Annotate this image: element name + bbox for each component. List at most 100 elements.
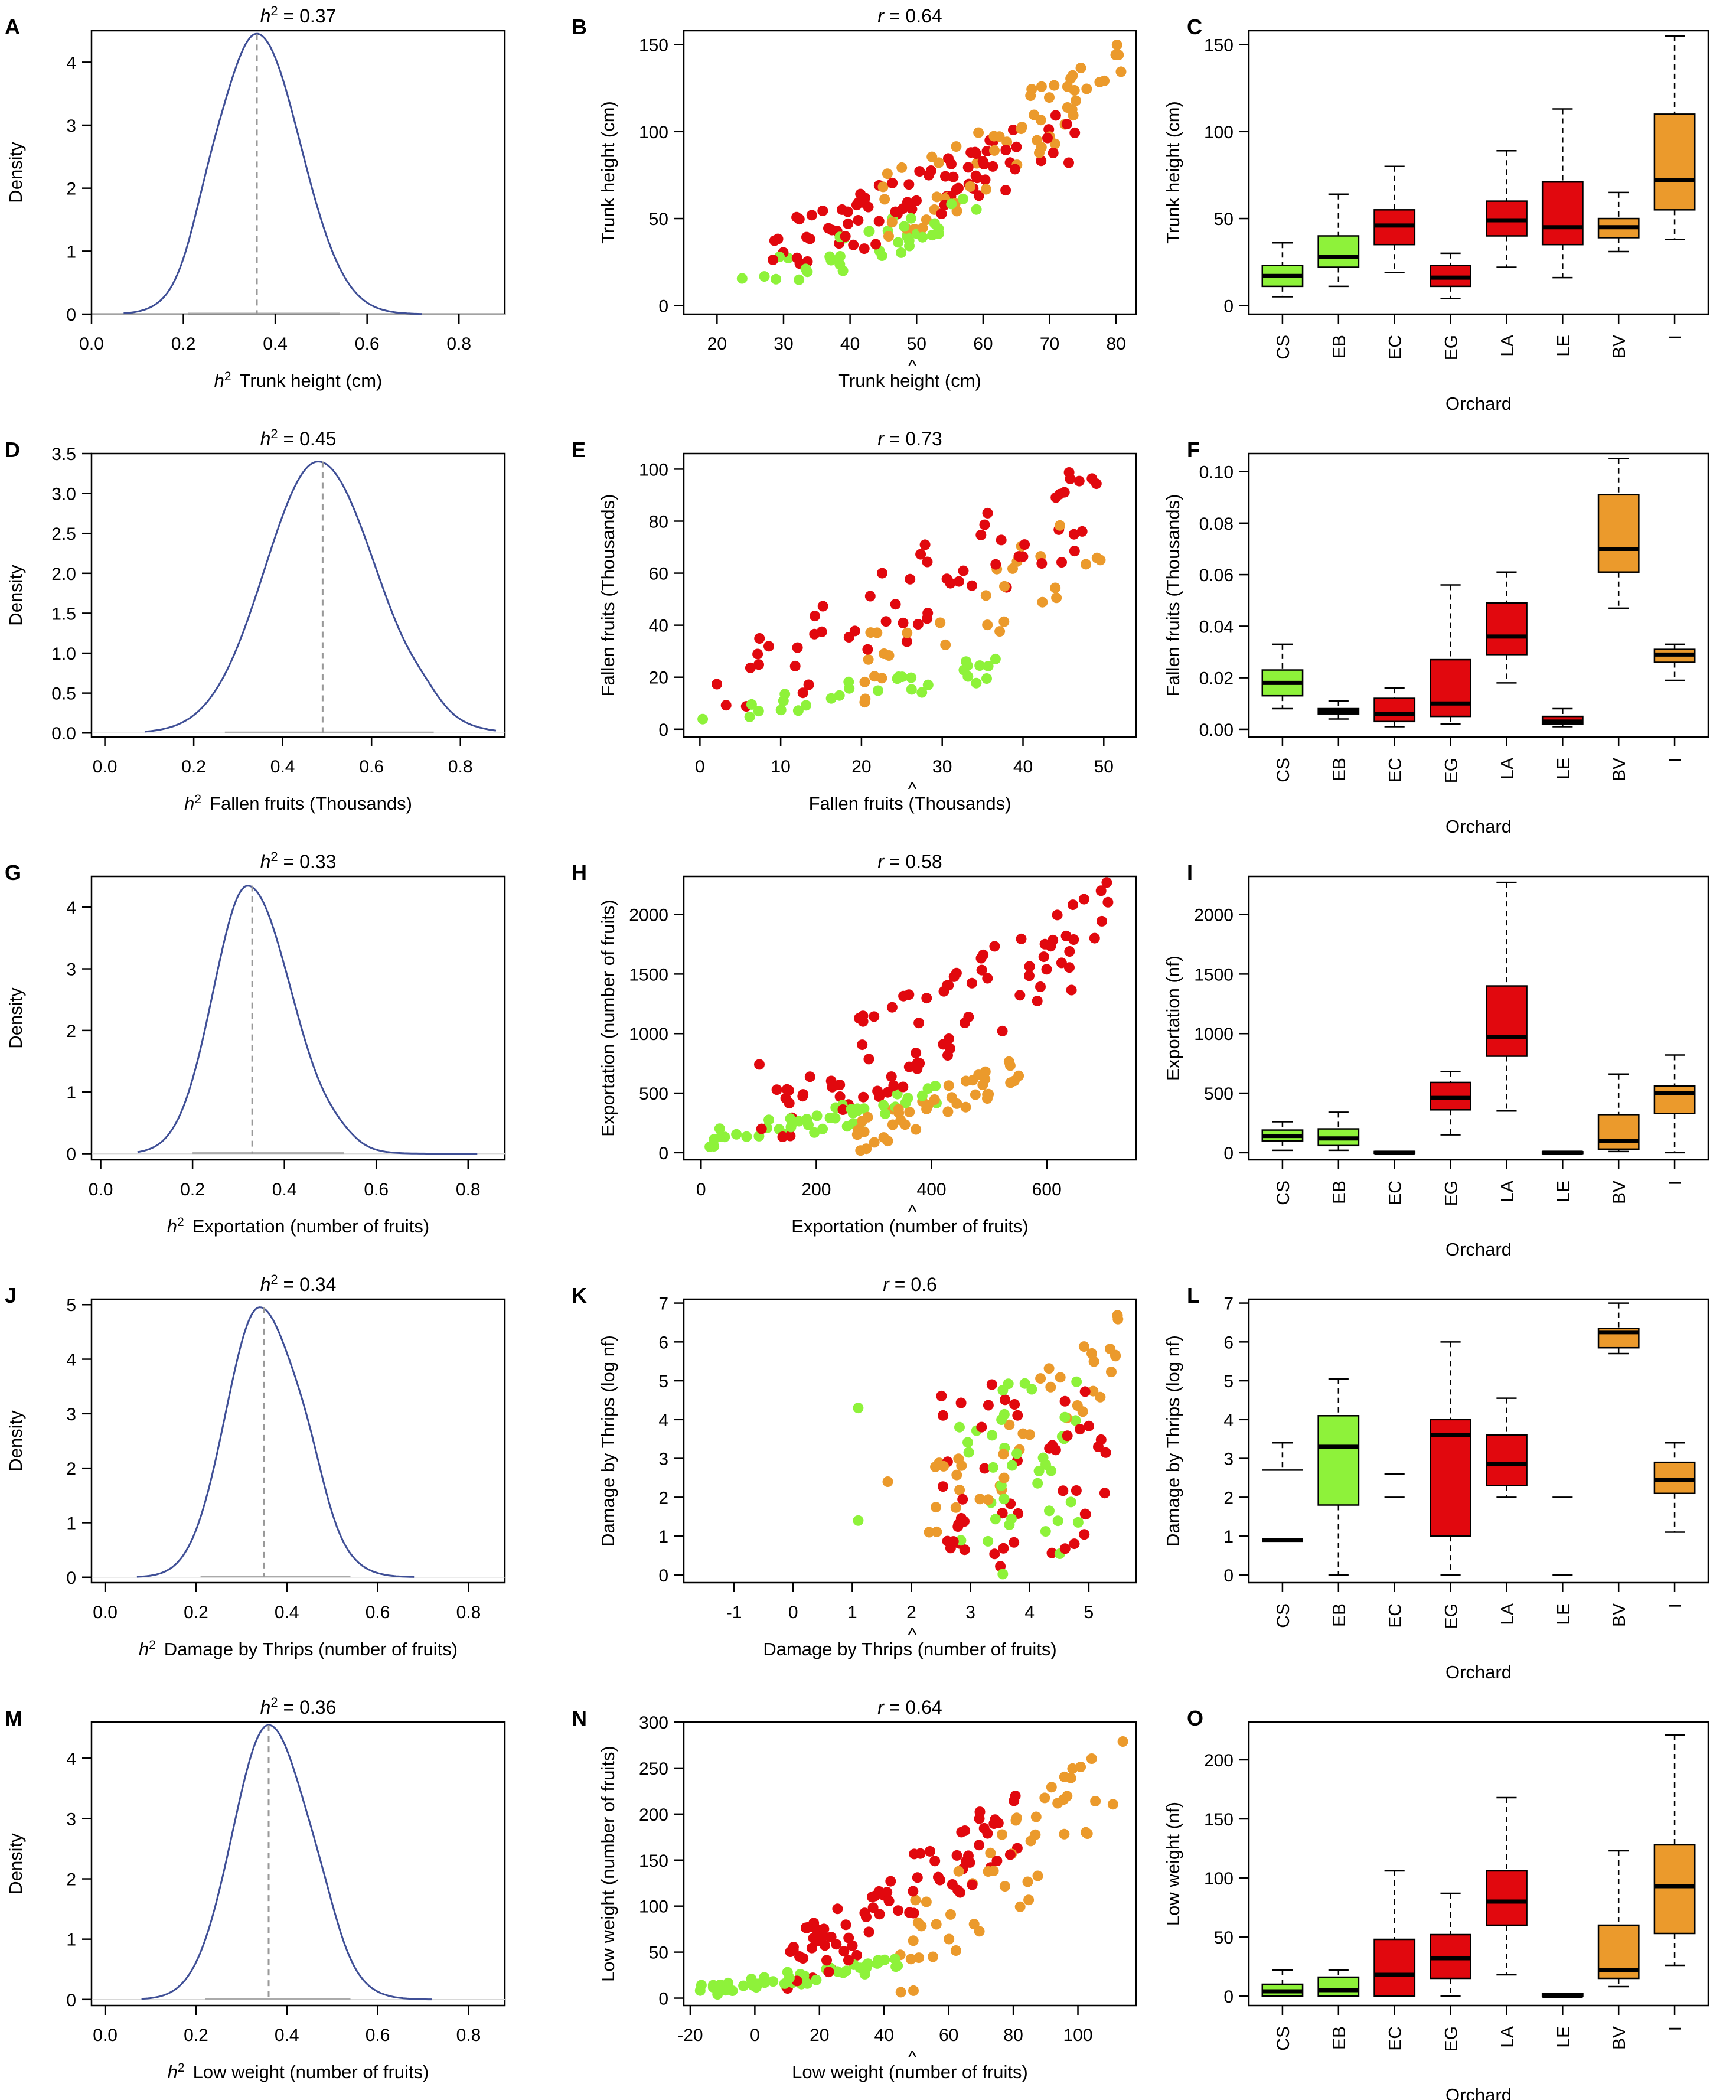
panel-f-box-ec-iqr [1373,697,1416,723]
panel-j-title: h2 = 0.34 [260,1272,337,1296]
panel-i-box-cs [1261,1121,1304,1152]
panel-n-point-red [785,1946,796,1957]
panel-l-box-la-iqr [1486,1434,1528,1486]
panel-e-point-red [745,662,756,673]
panel-k-point-orange [974,1494,986,1505]
panel-e-point-green [697,713,709,725]
panel-h-x-axis-label: Exportation (number of fruits) [791,1216,1028,1237]
panel-b-point-red [953,182,964,194]
panel-a-title-symbol: h [260,5,271,27]
panel-n-x-tick-label: 60 [939,2026,958,2045]
panel-m-y-tick-label: 3 [66,1809,76,1829]
panel-e-point-red [803,679,814,690]
panel-k-point-orange [1088,1356,1099,1367]
panel-k-point-red [1069,1538,1080,1550]
panel-l: CS EB EC EG LA LE BV I 0 1 2 3 4 5 6 7 Damage by Thrips … [1163,1283,1709,1682]
panel-e-point-red [890,599,901,610]
panel-h-title-value: = 0.58 [884,851,942,872]
panel-b-point-green [958,193,968,204]
panel-k-title-value: = 0.6 [889,1274,937,1295]
panel-b-point-red [1042,132,1053,144]
panel-k-point-orange [951,1469,962,1481]
panel-l-box-bv [1597,1302,1640,1355]
panel-b-y-tick-label: 0 [658,296,668,316]
panel-n-point-red [991,1856,1003,1867]
panel-n-point-red [823,1967,834,1978]
panel-d-x-tick-label: 0.8 [448,757,473,777]
panel-c-orchard-label-cs: CS [1274,335,1293,360]
panel-d-y-tick-label: 3.5 [51,445,76,464]
panel-n-point-red [882,1887,893,1898]
panel-d-title: h2 = 0.45 [260,426,337,450]
panel-e-x-tick-label: 20 [851,757,871,777]
panel-b-point-orange [896,162,908,173]
panel-c-box-bv [1597,191,1640,253]
panel-j-x-label-sup: 2 [149,1638,156,1652]
panel-g-x-tick-label: 0.0 [89,1180,113,1199]
panel-i-box-le [1541,1150,1584,1155]
panel-k-point-green [1071,1376,1082,1387]
panel-h-point-red [756,1123,767,1134]
panel-l-orchard-label-la: LA [1497,1603,1517,1625]
panel-m-y-tick-label: 1 [66,1931,76,1950]
panel-b-point-orange [877,181,889,193]
panel-j-y-tick-label: 0 [66,1569,76,1588]
panel-k-point-orange [954,1485,965,1495]
panel-b-point-orange [1113,49,1124,60]
panel-h-y-tick-label: 0 [658,1144,668,1163]
panel-f-y-tick-label: 0.10 [1199,463,1234,482]
panel-d-density-curve [145,460,497,733]
panel-e-point-orange [1055,520,1065,531]
panel-l-y-tick-label: 7 [1223,1294,1234,1314]
panel-l-box-la [1486,1397,1528,1498]
panel-n-point-red [951,1850,962,1861]
panel-b-point-red [817,206,828,216]
panel-e-point-orange [902,627,913,638]
panel-k-point-green [1004,1519,1015,1530]
panel-i-box-i [1653,1054,1696,1154]
panel-j-y-tick-label: 5 [66,1296,76,1315]
panel-k-point-red [1079,1386,1091,1397]
panel-k-point-green [1072,1517,1084,1528]
panel-g-x-tick-label: 0.8 [456,1180,481,1199]
panel-k-plot-frame [683,1298,1137,1584]
panel-n-point-green [696,1980,707,1991]
panel-j-y-axis-label: Density [5,1410,26,1472]
panel-n-point-red [863,1926,874,1938]
panel-a-title: h2 = 0.37 [260,4,337,27]
panel-b-point-orange [933,157,944,168]
panel-b-point-orange [988,131,1000,142]
panel-h-point-red [1078,894,1089,905]
panel-c-y-tick-label: 150 [1204,36,1234,56]
panel-n-point-orange [997,1829,1007,1840]
panel-h-point-green [715,1131,726,1142]
panel-e-point-red [922,613,933,624]
panel-h-point-red [1097,915,1107,927]
panel-l-y-tick-label: 3 [1223,1450,1234,1469]
panel-g-title-sup: 2 [270,849,278,864]
panel-b-x-tick-label: 80 [1107,334,1126,354]
panel-b-point-orange [886,217,898,228]
panel-h-x-axis-hat: ^ [908,1201,917,1222]
panel-b-point-orange [1029,109,1040,120]
panel-b-point-red [855,188,866,200]
panel-h-point-red [975,953,987,964]
panel-e-point-red [1054,488,1065,500]
panel-d-y-tick-label: 2.5 [51,524,76,544]
panel-e-point-green [922,679,934,690]
panel-o-orchard-label-cs: CS [1274,2026,1293,2051]
panel-h-point-red [1066,984,1077,996]
panel-n-point-green [768,1976,779,1987]
panel-h: 0 200 400 600 0 500 1000 1500 2000 Exportation (n… [572,851,1137,1237]
panel-i-plot-frame [1248,875,1709,1161]
panel-m-panel-letter: M [5,1706,22,1730]
panel-h-point-green [892,1088,903,1100]
panel-l-box-eb [1317,1378,1360,1576]
panel-n-point-red [964,1857,975,1868]
panel-k: -1 0 1 2 3 4 5 0 1 2 3 4 5 6 7 Damage by Thrips (log nf… [572,1274,1137,1659]
panel-h-point-green [902,1093,913,1104]
panel-n-point-green [811,1974,822,1985]
panel-h-point-red [942,1050,953,1061]
panel-i-orchard-label-i: I [1666,1181,1685,1185]
